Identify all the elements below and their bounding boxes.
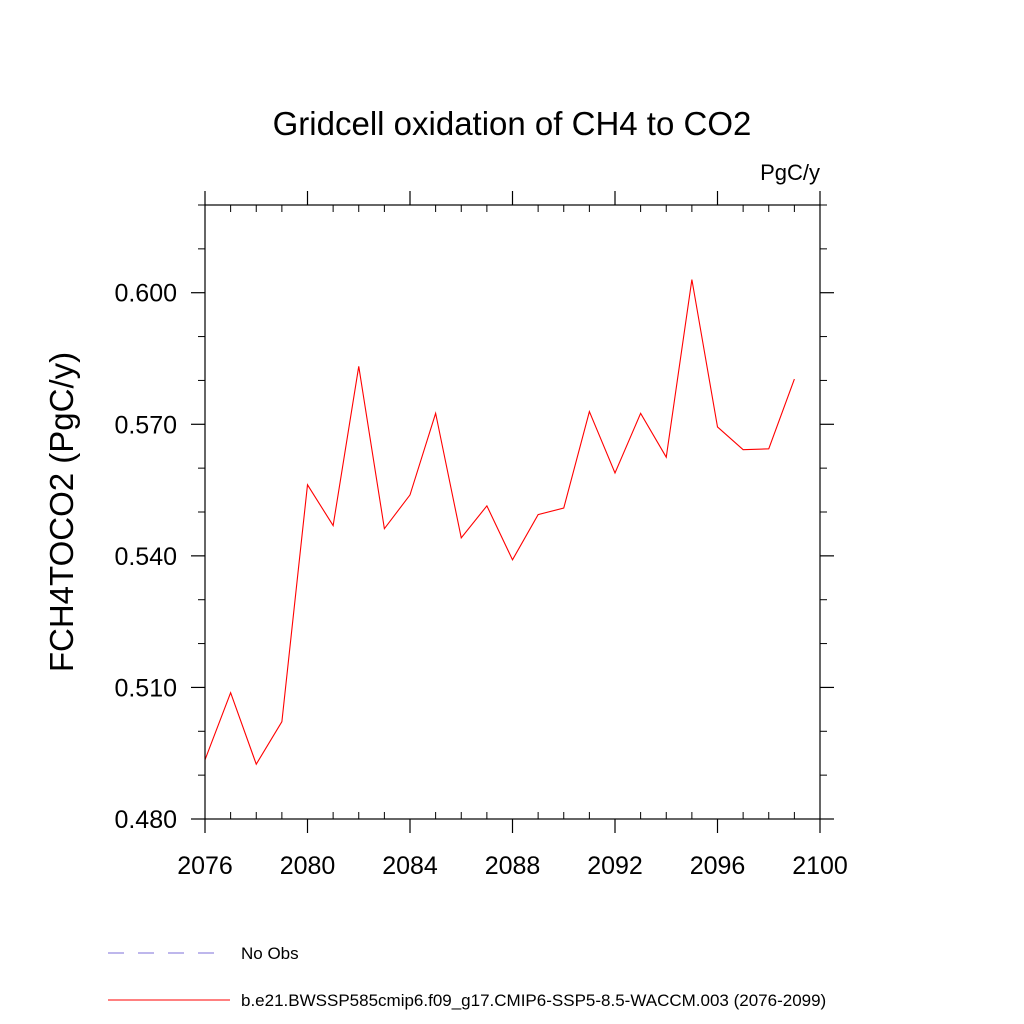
axis-ticks (191, 191, 834, 833)
y-tick-label: 0.570 (114, 411, 177, 439)
series-line (204, 279, 795, 766)
plot-frame (204, 204, 821, 820)
units-label: PgC/y (760, 160, 820, 185)
x-tick-label: 2100 (792, 852, 848, 880)
legend-label-model-run: b.e21.BWSSP585cmip6.f09_g17.CMIP6-SSP5-8… (241, 991, 826, 1010)
x-tick-label: 2088 (485, 852, 541, 880)
axis-tick-labels: 2076 2080 2084 2088 2092 2096 2100 0.480 0.510 0.… (114, 280, 847, 880)
plot-series (204, 279, 795, 766)
y-tick-label: 0.540 (114, 543, 177, 571)
y-tick-label: 0.510 (114, 674, 177, 702)
x-tick-label: 2080 (280, 852, 336, 880)
legend-label-no-obs: No Obs (241, 944, 299, 963)
chart-title: Gridcell oxidation of CH4 to CO2 (273, 105, 752, 142)
y-axis-label: FCH4TOCO2 (PgC/y) (43, 352, 80, 672)
x-tick-label: 2084 (382, 852, 438, 880)
legend: No Obs b.e21.BWSSP585cmip6.f09_g17.CMIP6… (108, 944, 826, 1010)
x-tick-label: 2076 (177, 852, 233, 880)
y-tick-label: 0.480 (114, 806, 177, 834)
y-tick-label: 0.600 (114, 280, 177, 308)
x-tick-label: 2096 (690, 852, 746, 880)
x-tick-label: 2092 (587, 852, 643, 880)
